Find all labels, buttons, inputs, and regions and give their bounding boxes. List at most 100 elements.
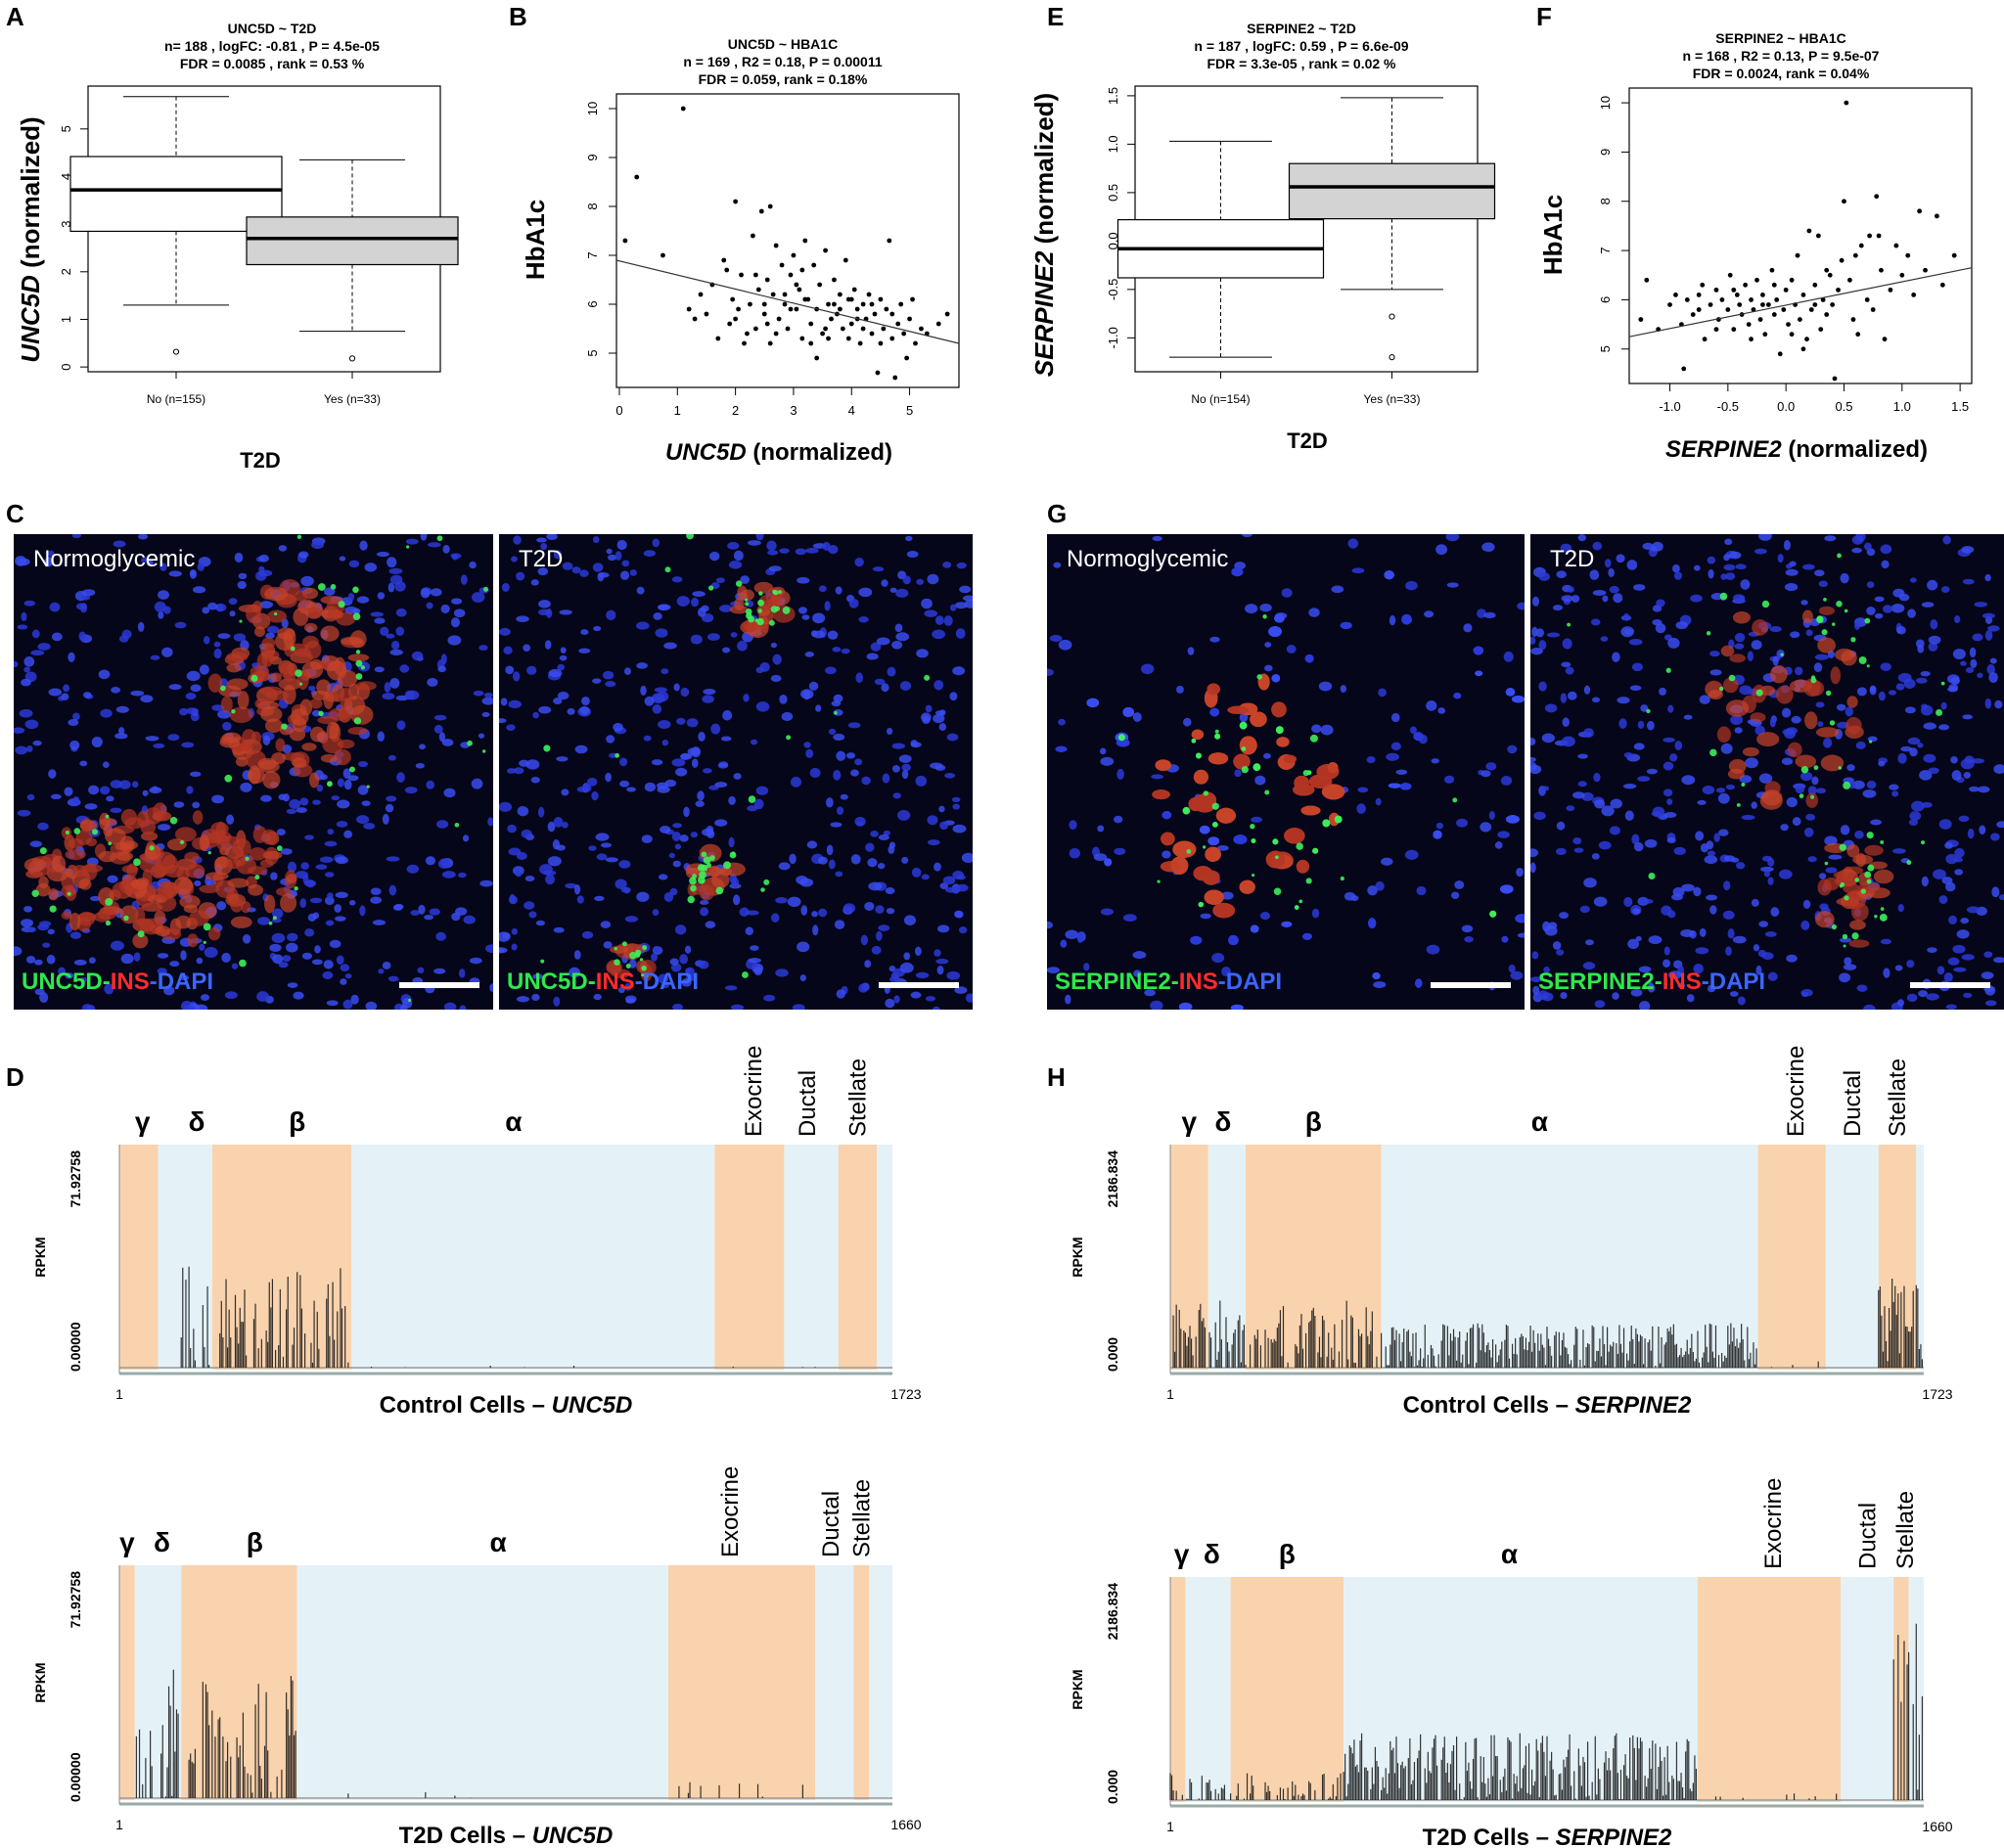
- nucleus: [287, 861, 297, 873]
- nucleus: [390, 640, 400, 651]
- nucleus: [262, 735, 271, 745]
- nucleus: [1663, 811, 1677, 818]
- nucleus: [1662, 761, 1674, 771]
- nucleus: [1909, 577, 1917, 583]
- nucleus: [1347, 538, 1359, 549]
- target-signal: [1755, 689, 1763, 697]
- nucleus: [1543, 967, 1550, 973]
- nucleus: [1767, 971, 1778, 981]
- nucleus: [1927, 579, 1938, 591]
- condition-label: T2D: [1550, 546, 1595, 572]
- target-signal: [360, 665, 366, 670]
- nucleus: [1573, 847, 1584, 853]
- target-signal: [754, 618, 759, 623]
- insulin-cell: [264, 894, 276, 914]
- nucleus: [372, 920, 387, 925]
- target-signal: [639, 958, 644, 962]
- nucleus: [1612, 992, 1619, 1000]
- stain-legend: SERPINE2-INS-DAPI: [1055, 969, 1282, 996]
- nucleus: [872, 566, 885, 572]
- target-signal: [1810, 675, 1816, 680]
- target-signal: [406, 545, 410, 549]
- nucleus: [258, 554, 269, 563]
- nucleus: [1725, 784, 1736, 790]
- nucleus: [459, 1005, 467, 1010]
- title-line-2: n = 168 , R2 = 0.13, P = 9.5e-07: [1683, 48, 1880, 64]
- nucleus: [1928, 642, 1938, 652]
- nucleus: [692, 591, 706, 598]
- nucleus: [1921, 876, 1929, 887]
- nucleus: [1538, 681, 1547, 692]
- nucleus: [435, 931, 446, 941]
- data-point: [1684, 297, 1690, 302]
- nucleus: [98, 669, 111, 680]
- target-signal: [203, 923, 211, 931]
- tissue-texture: [1530, 534, 2004, 1010]
- nucleus: [1535, 628, 1545, 638]
- x-axis-suffix: (normalized): [752, 439, 892, 466]
- nucleus: [1962, 714, 1973, 720]
- nucleus: [1065, 929, 1079, 939]
- nucleus: [675, 767, 688, 777]
- nucleus: [1435, 822, 1443, 830]
- nucleus: [1245, 604, 1258, 614]
- y-axis-label: RPKM: [32, 1662, 48, 1702]
- nucleus: [579, 705, 590, 715]
- nucleus: [363, 823, 376, 830]
- x-tick-label: 0: [615, 403, 622, 418]
- cell-type-label: Stellate: [1885, 1059, 1911, 1137]
- nucleus: [651, 953, 659, 962]
- target-signal: [1309, 734, 1318, 743]
- nucleus: [717, 762, 729, 769]
- target-signal: [1821, 629, 1828, 636]
- nucleus: [1183, 717, 1192, 727]
- nucleus: [565, 882, 577, 889]
- data-point: [1951, 252, 1957, 258]
- nucleus: [1697, 799, 1707, 805]
- nucleus: [1921, 801, 1933, 808]
- data-point: [832, 301, 837, 307]
- nucleus: [607, 554, 617, 562]
- nucleus: [1541, 733, 1555, 744]
- nucleus: [561, 789, 569, 796]
- nucleus: [868, 881, 883, 891]
- data-point: [1818, 327, 1824, 333]
- nucleus: [860, 934, 869, 946]
- nucleus: [1426, 700, 1437, 711]
- data-point: [1765, 302, 1771, 307]
- insulin-cell: [72, 864, 87, 878]
- data-point: [1644, 277, 1650, 283]
- insulin-cell: [145, 843, 161, 860]
- insulin-cell: [48, 888, 59, 901]
- nucleus: [673, 683, 680, 692]
- nucleus: [1681, 775, 1696, 786]
- nucleus: [877, 862, 886, 870]
- nucleus: [825, 797, 834, 808]
- x-tick-label: No (n=154): [1191, 392, 1250, 406]
- nucleus: [543, 870, 557, 877]
- nucleus: [1839, 937, 1851, 943]
- insulin-cell: [1716, 726, 1731, 744]
- data-point: [715, 336, 721, 341]
- cell-type-label: Exocrine: [1760, 1478, 1787, 1569]
- nucleus: [895, 632, 910, 642]
- nucleus: [85, 1005, 96, 1010]
- nucleus: [1367, 885, 1378, 896]
- nucleus: [463, 915, 476, 924]
- nucleus: [1993, 957, 2004, 964]
- data-point: [829, 316, 834, 322]
- nucleus: [138, 534, 149, 540]
- data-point: [887, 238, 892, 244]
- target-signal: [348, 766, 355, 773]
- nucleus: [501, 582, 510, 592]
- nucleus: [342, 999, 353, 1010]
- nucleus: [624, 982, 632, 991]
- nucleus: [1561, 661, 1571, 668]
- data-point: [1893, 243, 1899, 248]
- insulin-cell: [355, 681, 377, 691]
- nucleus: [676, 596, 690, 607]
- nucleus: [61, 693, 69, 700]
- target-signal: [745, 602, 750, 607]
- insulin-cell: [38, 876, 49, 889]
- insulin-cell: [1852, 854, 1874, 865]
